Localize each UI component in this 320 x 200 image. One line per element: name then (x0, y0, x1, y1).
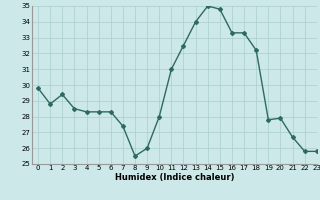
X-axis label: Humidex (Indice chaleur): Humidex (Indice chaleur) (115, 173, 234, 182)
